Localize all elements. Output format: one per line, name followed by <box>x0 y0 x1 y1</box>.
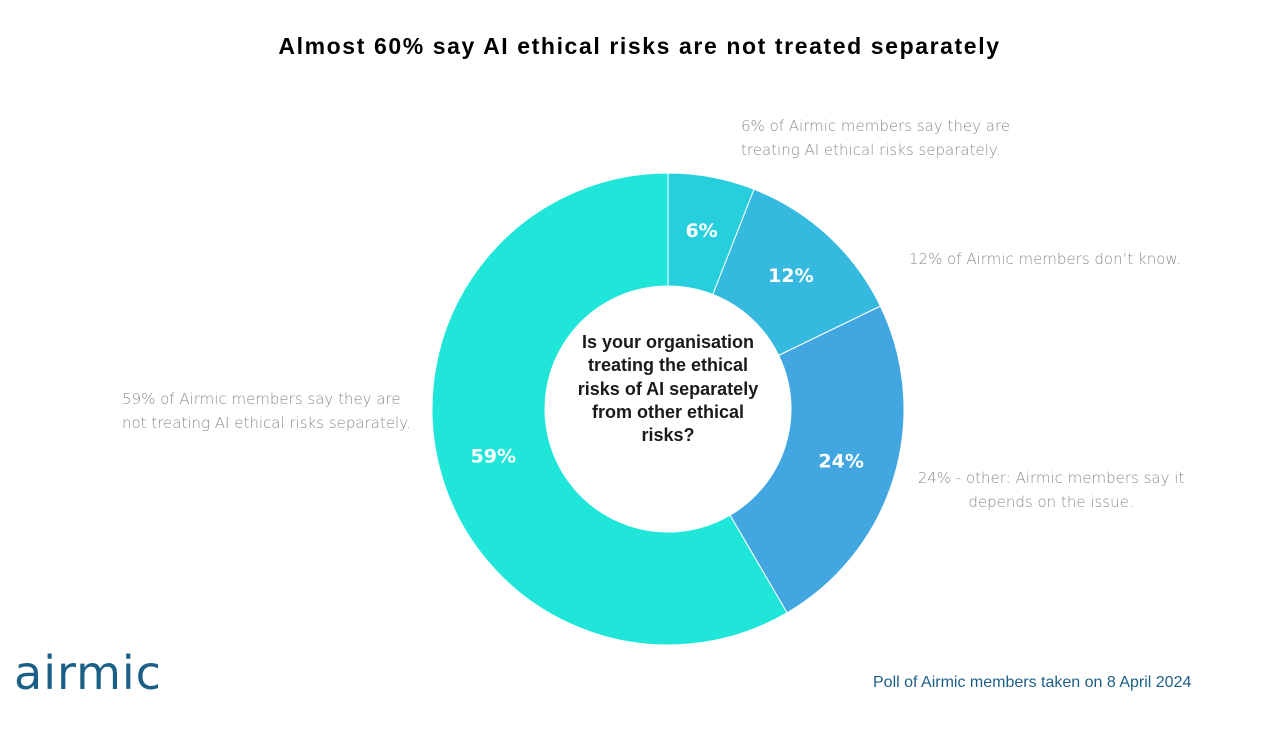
donut-slice-other <box>729 305 905 614</box>
slice-label-other: 24% <box>818 451 863 473</box>
airmic-logo: airmic <box>14 646 162 700</box>
donut-slice-no <box>431 172 788 646</box>
callout-no: 59% of Airmic members say they are not t… <box>122 390 411 432</box>
callout-dont-know: 12% of Airmic members don’t know. <box>909 250 1182 268</box>
slice-label-dont_know: 12% <box>768 265 813 287</box>
callout-yes: 6% of Airmic members say they are treati… <box>741 117 1011 159</box>
slice-label-yes: 6% <box>685 220 717 242</box>
slice-label-no: 59% <box>471 445 516 467</box>
callout-other: 24% - other: Airmic members say it depen… <box>917 469 1185 511</box>
poll-footnote: Poll of Airmic members taken on 8 April … <box>873 674 1192 691</box>
center-question: Is your organisation treating the ethica… <box>577 332 759 446</box>
chart-title: Almost 60% say AI ethical risks are not … <box>278 33 1001 59</box>
